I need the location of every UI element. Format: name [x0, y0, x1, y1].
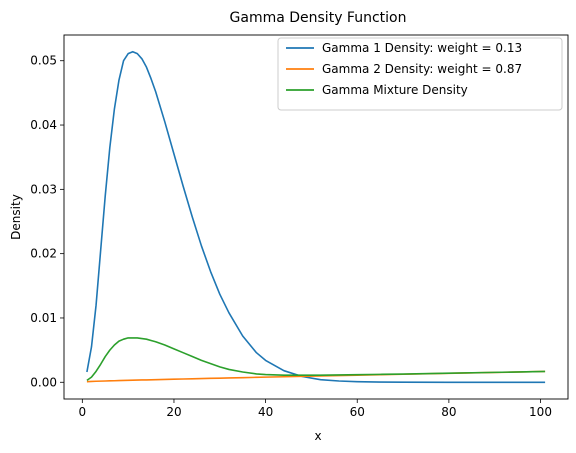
x-axis-ticks: 0 20 40 60 80 100	[79, 399, 552, 419]
x-axis-label: x	[314, 429, 321, 443]
legend-label-3: Gamma Mixture Density	[322, 83, 468, 97]
series-lines	[86, 50, 546, 384]
plot-frame	[63, 34, 569, 400]
y-tick-label: 0.00	[30, 375, 57, 389]
y-tick-label: 0.05	[30, 54, 57, 68]
series-line-1	[86, 50, 546, 384]
legend-label-1: Gamma 1 Density: weight = 0.13	[322, 41, 522, 55]
series-line-3	[86, 337, 546, 382]
y-tick-label: 0.01	[30, 311, 57, 325]
y-tick-label: 0.04	[30, 118, 57, 132]
x-tick-label: 60	[350, 405, 365, 419]
x-tick-label: 0	[79, 405, 87, 419]
y-axis-label: Density	[9, 194, 23, 240]
chart-title: Gamma Density Function	[230, 10, 407, 26]
x-tick-label: 40	[258, 405, 273, 419]
legend-label-2: Gamma 2 Density: weight = 0.87	[322, 62, 522, 76]
x-tick-label: 80	[441, 405, 456, 419]
x-tick-label: 20	[166, 405, 181, 419]
y-tick-label: 0.03	[30, 182, 57, 196]
x-tick-label: 100	[529, 405, 552, 419]
plot-area: 0 20 40 60 80 100 0.00 0.01 0.02 0.03 0.04 0.05	[30, 34, 569, 419]
y-tick-label: 0.02	[30, 247, 57, 261]
y-axis-ticks: 0.00 0.01 0.02 0.03 0.04 0.05	[30, 54, 64, 389]
legend-box	[277, 37, 563, 111]
legend: Gamma 1 Density: weight = 0.13 Gamma 2 De…	[277, 37, 563, 111]
